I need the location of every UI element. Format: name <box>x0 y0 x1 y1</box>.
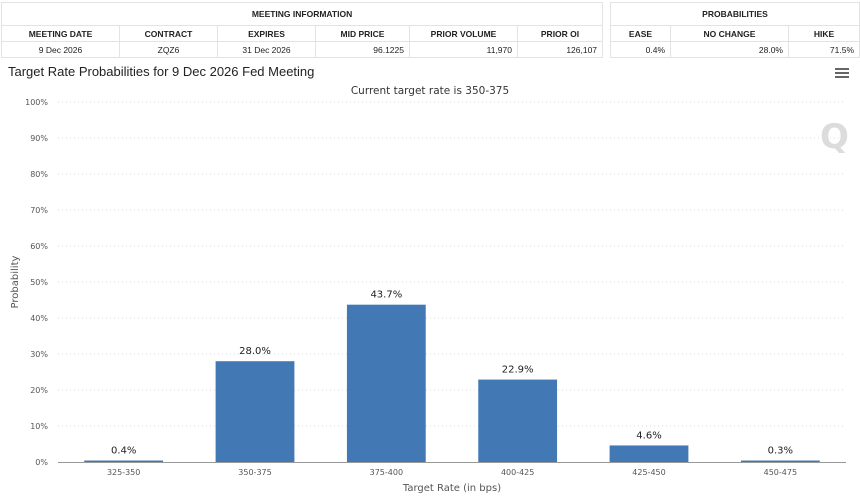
data-label-425-450: 4.6% <box>636 430 661 441</box>
y-tick-label: 70% <box>30 206 48 215</box>
data-labels: 0.4% 28.0% 43.7% 22.9% 4.6% 0.3% <box>111 290 793 457</box>
probabilities-title: PROBABILITIES <box>609 2 860 26</box>
y-tick-label: 90% <box>30 134 48 143</box>
bar-325-350[interactable] <box>84 460 164 463</box>
data-label-350-375: 28.0% <box>239 346 271 357</box>
y-tick-label: 80% <box>30 170 48 179</box>
meeting-information-table: MEETING INFORMATION MEETING DATE CONTRAC… <box>0 2 604 58</box>
watermark-logo: Q <box>820 117 849 157</box>
bar-350-375[interactable] <box>215 361 295 462</box>
x-axis-title: Target Rate (in bps) <box>402 483 501 494</box>
meeting-information-title: MEETING INFORMATION <box>0 2 604 26</box>
x-tick-label: 350-375 <box>238 468 271 477</box>
value-prior-oi: 126,107 <box>516 41 604 58</box>
bar-425-450[interactable] <box>609 445 689 462</box>
gridlines <box>58 101 846 427</box>
data-label-450-475: 0.3% <box>768 446 793 457</box>
y-tick-label: 60% <box>30 242 48 251</box>
y-tick-label: 10% <box>30 422 48 431</box>
x-tick-label: 450-475 <box>764 468 797 477</box>
x-tick-label: 425-450 <box>632 468 665 477</box>
y-tick-label: 30% <box>30 350 48 359</box>
y-tick-label: 100% <box>25 98 48 107</box>
x-tick-label: 325-350 <box>107 468 140 477</box>
bar-450-475[interactable] <box>740 460 820 463</box>
value-prior-volume: 11,970 <box>409 41 518 58</box>
data-label-375-400: 43.7% <box>370 290 402 301</box>
value-meeting-date: 9 Dec 2026 <box>1 41 120 58</box>
value-mid-price: 96.1225 <box>315 41 410 58</box>
data-label-325-350: 0.4% <box>111 446 136 457</box>
bars <box>84 304 820 463</box>
x-tick-label: 400-425 <box>501 468 534 477</box>
bar-375-400[interactable] <box>346 304 426 462</box>
probabilities-table: PROBABILITIES EASE NO CHANGE HIKE 0.4% 2… <box>609 2 860 58</box>
y-tick-label: 40% <box>30 314 48 323</box>
data-label-400-425: 22.9% <box>502 365 534 376</box>
value-contract: ZQZ6 <box>119 41 218 58</box>
y-axis-title: Probability <box>10 255 21 308</box>
x-axis-ticks: 325-350 350-375 375-400 400-425 425-450 450-4… <box>107 468 797 477</box>
y-tick-label: 50% <box>30 278 48 287</box>
chart-subtitle: Current target rate is 350-375 <box>351 85 509 97</box>
bar-400-425[interactable] <box>478 379 558 462</box>
chart-title: Target Rate Probabilities for 9 Dec 2026… <box>8 64 315 79</box>
x-tick-label: 375-400 <box>370 468 403 477</box>
hamburger-menu-icon[interactable] <box>835 68 849 80</box>
y-tick-label: 0% <box>35 458 48 467</box>
y-axis-ticks: 0% 10% 20% 30% 40% 50% 60% 70% 80% 90% 100% <box>25 98 48 467</box>
value-hike: 71.5% <box>787 41 860 58</box>
y-tick-label: 20% <box>30 386 48 395</box>
value-ease: 0.4% <box>610 41 671 58</box>
